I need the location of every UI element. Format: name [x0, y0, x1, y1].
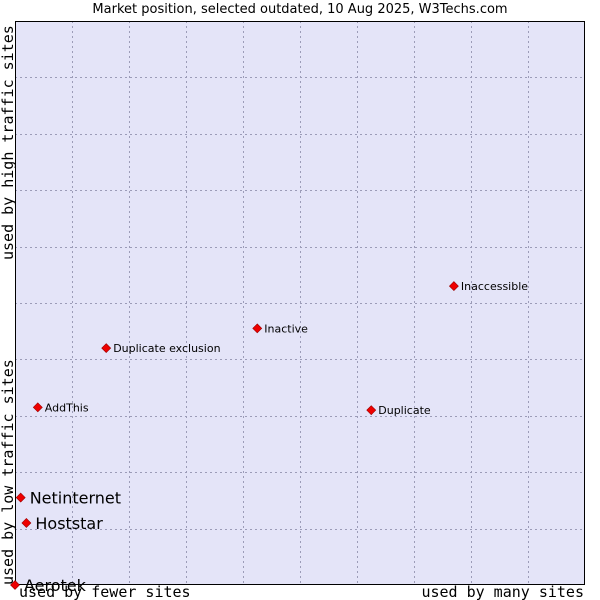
point-label-addthis: AddThis — [45, 401, 89, 414]
point-marker-aerotek — [10, 580, 20, 590]
point-label-inaccessible: Inaccessible — [461, 280, 528, 293]
plot-frame — [15, 21, 585, 585]
point-marker-duplicate-exclusion — [101, 343, 112, 354]
point-label-inactive: Inactive — [264, 322, 308, 335]
point-marker-hoststar — [21, 518, 32, 528]
chart-title: Market position, selected outdated, 10 A… — [92, 2, 508, 17]
point-label-duplicate-exclusion: Duplicate exclusion — [113, 342, 220, 355]
point-marker-duplicate — [366, 405, 377, 416]
x-axis-label-left: used by fewer sites — [19, 583, 191, 600]
point-marker-inactive — [252, 323, 263, 334]
point-marker-inaccessible — [448, 281, 459, 292]
point-label-hoststar: Hoststar — [35, 514, 103, 533]
grid-lines — [15, 21, 585, 585]
point-marker-netinternet — [15, 492, 26, 503]
point-label-netinternet: Netinternet — [30, 489, 121, 508]
point-marker-addthis — [32, 402, 43, 413]
y-axis-label-top: used by high traffic sites — [0, 25, 17, 260]
point-label-duplicate: Duplicate — [378, 404, 431, 417]
point-label-aerotek: Aerotek — [24, 576, 87, 595]
y-axis-label-bottom: used by low traffic sites — [0, 359, 17, 585]
data-points: Inaccessible Inactive Duplicate exclusion A… — [10, 280, 528, 595]
x-axis-label-right: used by many sites — [421, 583, 584, 600]
